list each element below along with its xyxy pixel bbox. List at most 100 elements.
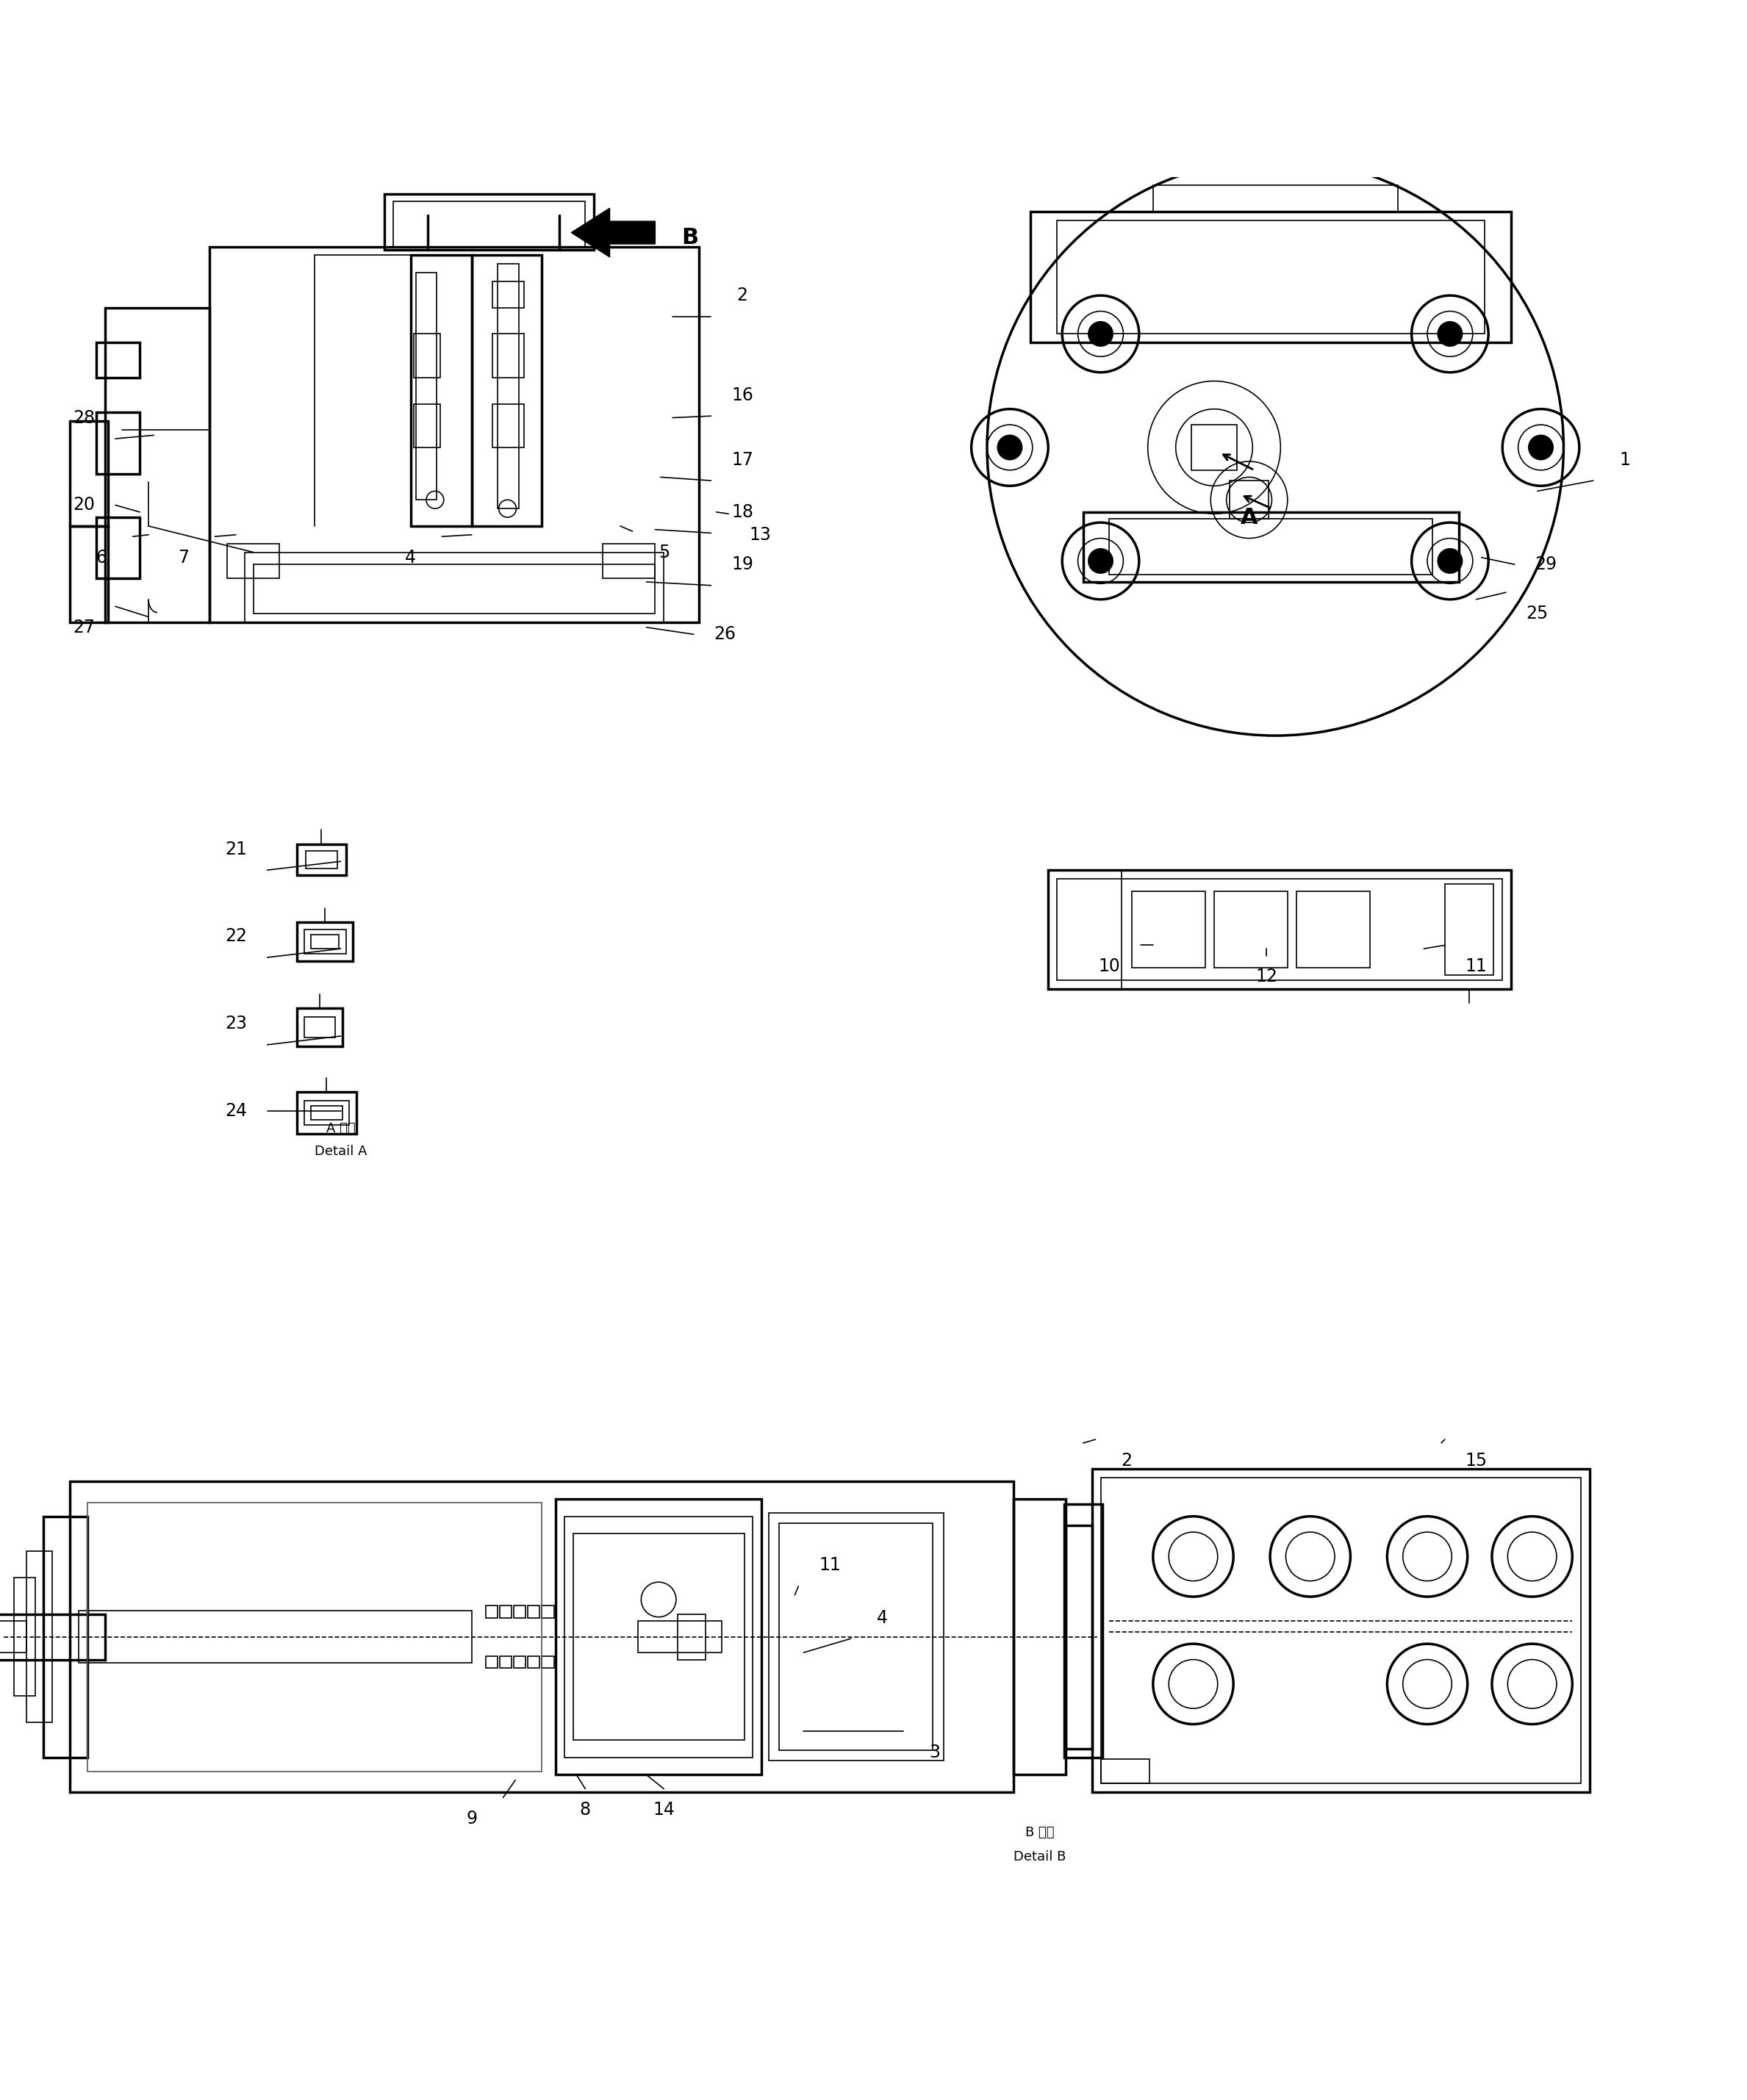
Bar [0,1615,105,1659]
Bar [297,844,346,876]
Text: 26: 26 [715,626,735,643]
Text: 15: 15 [1466,1451,1487,1470]
Bar [1057,220,1485,334]
Bar [498,265,519,508]
Text: 3: 3 [929,1743,940,1762]
Text: B 詳細: B 詳細 [1025,1825,1053,1840]
Text: 27: 27 [73,619,94,636]
Circle shape [1529,435,1553,460]
Bar [1109,519,1433,575]
Text: 21: 21 [225,840,246,859]
Bar [1101,1760,1150,1783]
Text: 11: 11 [1466,958,1487,974]
Bar [96,342,140,378]
Bar [1064,1504,1102,1758]
Bar [87,1501,542,1770]
Bar [414,403,440,447]
Bar [486,1604,498,1617]
Text: 2: 2 [737,288,748,304]
Text: A: A [1240,506,1258,527]
Bar [384,193,594,250]
Bar [105,309,210,622]
Circle shape [998,435,1022,460]
Bar [542,1657,554,1667]
Bar [304,1016,335,1037]
Circle shape [1088,548,1113,573]
Bar [528,1604,540,1617]
Text: 8: 8 [580,1802,590,1819]
Bar [227,544,280,578]
Bar [1013,1499,1066,1774]
Bar [0,1621,26,1653]
Circle shape [1438,548,1462,573]
Bar [493,281,524,309]
Bar [678,1615,706,1659]
Bar [493,403,524,447]
Bar [14,1577,35,1697]
Text: 25: 25 [1527,605,1548,622]
Bar [1066,1525,1092,1749]
Text: 6: 6 [96,548,107,567]
Bar [297,1092,356,1134]
Bar [414,334,440,378]
Bar [245,552,664,622]
Text: 22: 22 [225,928,246,945]
Bar [304,930,346,953]
Bar [603,544,655,578]
Bar [528,1657,540,1667]
Circle shape [1088,321,1113,346]
Bar [500,1604,512,1617]
Text: 19: 19 [732,556,753,573]
Bar [472,256,542,525]
Bar [1083,512,1459,582]
Text: 12: 12 [1256,968,1277,985]
Bar [769,1512,943,1762]
Bar [311,1107,342,1119]
Text: 16: 16 [732,386,753,403]
Text: 17: 17 [732,452,753,468]
Bar [79,1611,472,1663]
Bar [514,1604,526,1617]
Bar [393,202,585,246]
Text: 2: 2 [1122,1451,1132,1470]
Bar [486,1657,498,1667]
Bar [573,1533,744,1741]
Bar [1031,212,1511,342]
Bar [297,922,353,962]
Bar [779,1522,933,1751]
Bar [542,1604,554,1617]
Bar [1132,890,1205,968]
Text: 14: 14 [653,1802,674,1819]
Text: 10: 10 [1099,958,1120,974]
Text: 4: 4 [877,1609,887,1628]
Text: 4: 4 [405,548,416,567]
Text: 5: 5 [659,544,669,561]
Text: 7: 7 [178,548,189,567]
Text: 9: 9 [466,1810,477,1827]
Bar [1057,878,1502,981]
Text: 11: 11 [819,1556,840,1575]
Bar [96,412,140,475]
Bar [311,934,339,949]
FancyArrow shape [571,208,655,256]
Bar [411,256,472,525]
Text: 18: 18 [732,504,753,521]
Text: 20: 20 [73,496,94,514]
Bar [1214,890,1288,968]
Text: 1: 1 [1619,452,1630,468]
Text: 23: 23 [225,1014,246,1033]
Bar [1445,884,1494,974]
Bar [44,1516,87,1758]
Text: Detail B: Detail B [1013,1850,1066,1863]
Bar [70,422,108,525]
Circle shape [1438,321,1462,346]
Bar [253,565,655,613]
Bar [96,517,140,578]
Bar [1048,869,1511,989]
Text: 13: 13 [749,525,770,544]
Bar [500,1657,512,1667]
Bar [493,334,524,378]
Text: 29: 29 [1536,556,1557,573]
Bar [70,1480,1013,1791]
Bar [1230,481,1268,519]
